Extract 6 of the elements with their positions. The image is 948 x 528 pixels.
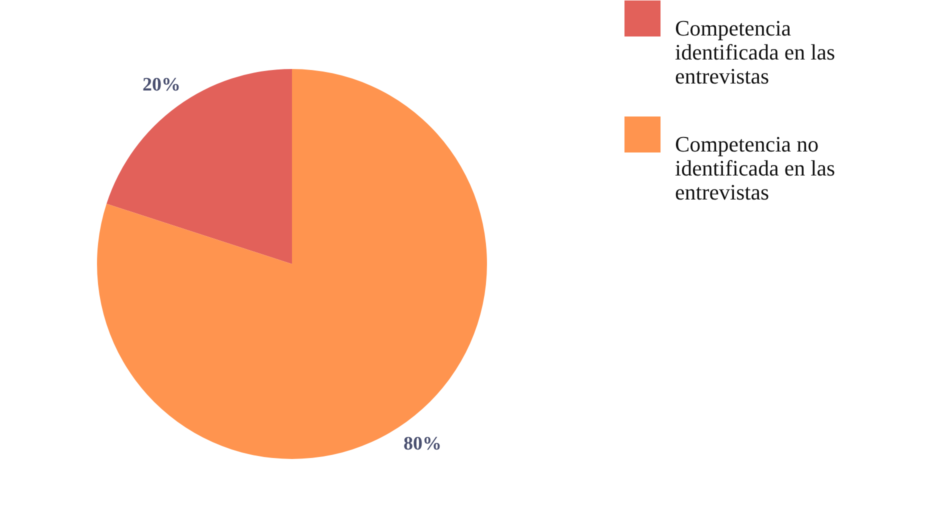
data-label: 20% (142, 74, 181, 96)
legend-label: Competencia identificada en las entrevistas (675, 16, 836, 88)
legend-label: Competencia no identificada en las entrevistas (675, 132, 836, 204)
pie-slice (97, 69, 487, 459)
data-label: 80% (403, 434, 442, 455)
pie-slice (106, 69, 292, 264)
